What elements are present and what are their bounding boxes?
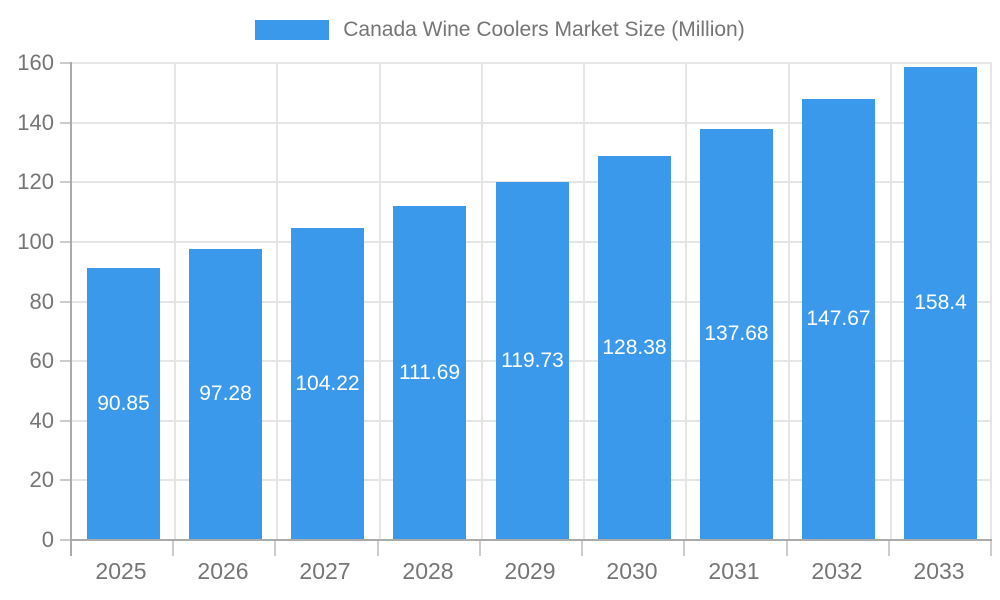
gridline-vertical xyxy=(990,62,992,539)
x-axis-label-2028: 2028 xyxy=(402,558,454,584)
x-axis-label-2030: 2030 xyxy=(606,558,658,584)
x-axis-tick xyxy=(172,541,174,556)
y-axis-tick xyxy=(60,479,70,481)
gridline-vertical xyxy=(174,62,176,539)
y-axis-label: 160 xyxy=(17,50,54,75)
x-axis-tick xyxy=(377,541,379,556)
gridline-horizontal xyxy=(72,62,992,64)
gridline-horizontal xyxy=(72,121,992,124)
legend-label: Canada Wine Coolers Market Size (Million… xyxy=(343,18,745,41)
bar-2025[interactable]: 90.85 xyxy=(87,268,160,539)
x-axis-tick xyxy=(786,541,788,556)
bar-2032[interactable]: 147.67 xyxy=(802,99,875,539)
x-axis-label-2031: 2031 xyxy=(708,558,760,584)
legend-swatch-icon xyxy=(255,20,330,40)
y-axis-label: 60 xyxy=(29,348,54,373)
plot-area: 90.85 97.28 104.22 111.69 119.73 128.38 137.68… xyxy=(70,62,992,541)
y-axis-tick xyxy=(60,62,70,64)
gridline-vertical xyxy=(481,62,483,539)
x-axis-label-2032: 2032 xyxy=(811,558,863,584)
x-axis-label-2033: 2033 xyxy=(913,558,965,584)
bar-2030[interactable]: 128.38 xyxy=(598,156,671,539)
bar-2027[interactable]: 104.22 xyxy=(291,228,364,539)
bar-2026[interactable]: 97.28 xyxy=(189,249,262,539)
y-axis-label: 80 xyxy=(29,289,54,314)
y-axis-label: 0 xyxy=(41,527,54,552)
y-axis-tick xyxy=(60,539,70,541)
bar-2031[interactable]: 137.68 xyxy=(700,129,773,539)
y-axis-label: 40 xyxy=(29,408,54,433)
x-axis-label-2026: 2026 xyxy=(197,558,249,584)
y-axis-tick xyxy=(60,420,70,422)
gridline-vertical xyxy=(788,62,790,539)
gridline-vertical xyxy=(890,62,892,539)
x-axis-tick xyxy=(70,541,72,556)
y-axis-tick xyxy=(60,122,70,124)
y-axis-label: 120 xyxy=(17,169,54,194)
bar-value-label: 104.22 xyxy=(295,371,360,395)
x-axis-tick xyxy=(990,541,992,556)
y-axis-tick xyxy=(60,241,70,243)
x-axis-tick xyxy=(581,541,583,556)
x-axis-tick xyxy=(274,541,276,556)
chart-legend[interactable]: Canada Wine Coolers Market Size (Million… xyxy=(0,18,1000,42)
bar-2028[interactable]: 111.69 xyxy=(393,206,466,539)
bar-value-label: 97.28 xyxy=(199,382,252,405)
y-axis-tick xyxy=(60,181,70,183)
bar-value-label: 158.4 xyxy=(914,291,967,314)
gridline-vertical xyxy=(379,62,381,539)
x-axis-tick xyxy=(888,541,890,556)
bar-value-label: 128.38 xyxy=(602,335,667,359)
x-axis-label-2025: 2025 xyxy=(95,558,147,584)
y-axis-label: 20 xyxy=(29,467,54,492)
bar-2033[interactable]: 158.4 xyxy=(904,67,977,539)
x-axis-label-2029: 2029 xyxy=(504,558,556,584)
y-axis-tick xyxy=(60,301,70,303)
y-axis-tick xyxy=(60,360,70,362)
bar-value-label: 119.73 xyxy=(501,348,564,372)
bar-value-label: 137.68 xyxy=(704,322,769,345)
x-axis-tick xyxy=(683,541,685,556)
x-axis-label-2027: 2027 xyxy=(299,558,351,584)
bar-2029[interactable]: 119.73 xyxy=(496,182,569,539)
gridline-vertical xyxy=(276,62,278,539)
bar-value-label: 147.67 xyxy=(806,307,871,330)
gridline-vertical xyxy=(583,62,585,539)
x-axis-tick xyxy=(479,541,481,556)
y-axis-label: 100 xyxy=(17,229,54,254)
gridline-vertical xyxy=(685,62,687,539)
bar-value-label: 90.85 xyxy=(97,391,150,415)
bar-value-label: 111.69 xyxy=(398,360,461,384)
y-axis-label: 140 xyxy=(17,110,54,135)
